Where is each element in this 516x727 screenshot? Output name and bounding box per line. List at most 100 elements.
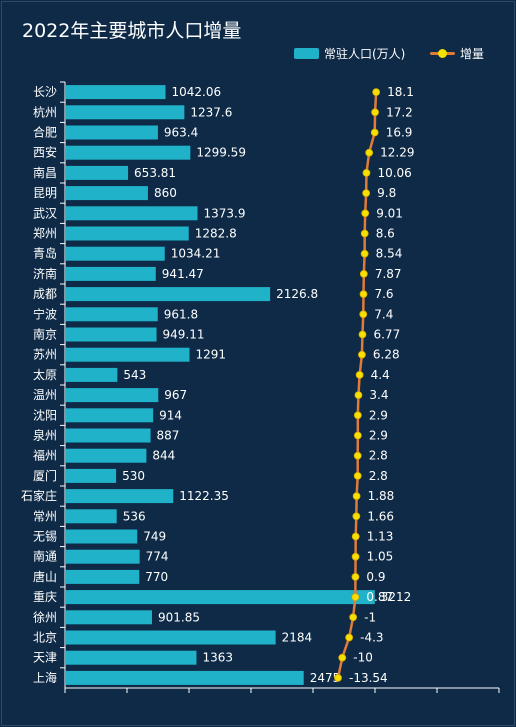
- category-label: 上海: [33, 670, 57, 685]
- category-label: 唐山: [33, 569, 57, 584]
- increase-point: [358, 330, 367, 339]
- bar-value-label: 844: [152, 449, 175, 463]
- bar: [66, 610, 152, 625]
- legend-item-increase[interactable]: 增量: [430, 44, 490, 62]
- increase-point: [351, 573, 360, 581]
- increase-value-label: 2.9: [369, 429, 388, 443]
- increase-point: [370, 128, 379, 137]
- bar: [66, 347, 190, 362]
- bar-value-label: 914: [159, 408, 182, 422]
- bar: [66, 226, 189, 241]
- increase-point: [355, 370, 364, 379]
- bar-value-label: 530: [122, 469, 145, 483]
- increase-value-label: 7.87: [375, 267, 402, 281]
- bar: [66, 590, 375, 605]
- bar: [66, 569, 140, 584]
- increase-point: [351, 532, 360, 541]
- increase-point: [362, 168, 371, 177]
- bar: [66, 448, 147, 463]
- bar-value-label: 1042.06: [172, 85, 222, 99]
- category-label: 杭州: [33, 104, 57, 119]
- bar-value-label: 1237.6: [190, 105, 232, 119]
- category-label: 成都: [33, 287, 57, 301]
- bar-value-label: 653.81: [134, 166, 176, 180]
- bar-value-label: 1122.35: [179, 489, 229, 503]
- increase-value-label: 2.9: [369, 408, 388, 422]
- increase-value-label: 17.2: [386, 105, 413, 119]
- increase-point: [345, 633, 354, 642]
- legend-label-population: 常驻人口(万人): [324, 47, 406, 61]
- category-label: 武汉: [33, 206, 57, 220]
- bar: [66, 105, 185, 120]
- increase-value-label: 8.6: [376, 227, 395, 241]
- category-label: 天津: [33, 651, 57, 665]
- bar: [66, 670, 304, 685]
- bar-value-label: 961.8: [164, 307, 198, 321]
- increase-value-label: 18.1: [387, 85, 414, 99]
- category-label: 泉州: [33, 429, 57, 443]
- category-label: 长沙: [33, 85, 57, 99]
- category-label: 郑州: [33, 226, 57, 241]
- category-label: 厦门: [33, 468, 57, 483]
- legend-marker-dot: [438, 49, 447, 58]
- bar-value-label: 543: [123, 368, 146, 382]
- increase-value-label: 9.01: [376, 206, 403, 220]
- bar: [66, 287, 271, 302]
- category-label: 宁波: [33, 306, 57, 321]
- increase-value-label: -13.54: [349, 671, 388, 685]
- bar-value-label: 901.85: [158, 610, 200, 624]
- increase-point: [353, 411, 362, 420]
- category-label: 沈阳: [33, 407, 57, 422]
- increase-value-label: 2.8: [369, 469, 388, 483]
- increase-point: [359, 290, 368, 299]
- bar: [66, 327, 157, 342]
- increase-value-label: 9.8: [377, 186, 396, 200]
- increase-value-label: 8.54: [376, 247, 403, 261]
- bar-value-label: 3212: [381, 590, 412, 604]
- bar: [66, 266, 156, 281]
- bar-value-label: 1291: [196, 348, 227, 362]
- increase-point: [359, 269, 368, 278]
- increase-point: [349, 613, 358, 622]
- increase-point: [358, 350, 366, 359]
- category-label: 福州: [33, 448, 57, 463]
- bar: [66, 408, 154, 423]
- bar: [66, 549, 140, 564]
- increase-point: [360, 229, 369, 238]
- category-label: 济南: [33, 266, 57, 281]
- bar: [66, 468, 117, 483]
- bar-value-label: 887: [157, 429, 180, 443]
- legend-item-population[interactable]: 常驻人口(万人): [294, 44, 406, 62]
- increase-point: [360, 249, 369, 258]
- bar-value-label: 1373.9: [204, 206, 246, 220]
- category-label: 合肥: [33, 125, 57, 140]
- increase-point: [372, 88, 381, 96]
- chart-title: 2022年主要城市人口增量: [22, 20, 242, 42]
- increase-value-label: 0.9: [366, 570, 385, 584]
- increase-point: [353, 451, 362, 460]
- increase-value-label: -1: [364, 610, 376, 624]
- category-label: 西安: [33, 145, 57, 160]
- increase-value-label: 2.8: [369, 449, 388, 463]
- increase-value-label: 6.28: [373, 348, 400, 362]
- category-label: 太原: [33, 367, 57, 382]
- category-label: 南京: [33, 327, 57, 342]
- increase-value-label: 3.4: [369, 388, 388, 402]
- category-label: 无锡: [33, 529, 57, 544]
- category-label: 苏州: [33, 348, 57, 362]
- bar-value-label: 2126.8: [276, 287, 318, 301]
- bar-value-label: 2475: [310, 671, 341, 685]
- bar-value-label: 1299.59: [196, 146, 246, 160]
- increase-point: [361, 209, 370, 218]
- increase-value-label: 12.29: [380, 146, 414, 160]
- increase-point: [334, 674, 342, 682]
- bar: [66, 307, 158, 322]
- bar-value-label: 949.11: [163, 328, 205, 342]
- category-label: 重庆: [33, 590, 57, 604]
- increase-point: [352, 512, 361, 521]
- increase-value-label: 1.13: [367, 530, 394, 544]
- bar-value-label: 941.47: [162, 267, 204, 281]
- bar: [66, 428, 151, 443]
